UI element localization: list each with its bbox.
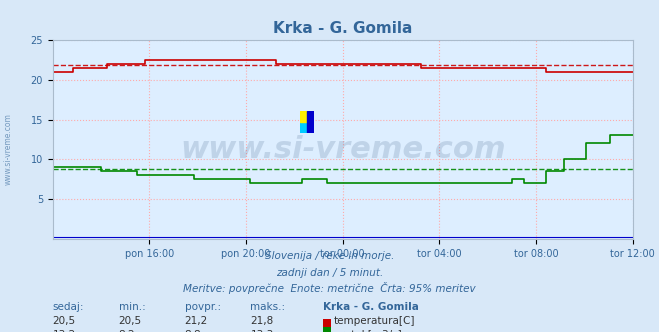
- Text: sedaj:: sedaj:: [53, 302, 84, 312]
- Text: maks.:: maks.:: [250, 302, 285, 312]
- Text: www.si-vreme.com: www.si-vreme.com: [3, 114, 13, 185]
- Bar: [307, 111, 314, 133]
- Text: 21,8: 21,8: [250, 316, 273, 326]
- Bar: [300, 122, 307, 133]
- Text: povpr.:: povpr.:: [185, 302, 221, 312]
- Text: Krka - G. Gomila: Krka - G. Gomila: [323, 302, 418, 312]
- Text: Meritve: povprečne  Enote: metrične  Črta: 95% meritev: Meritve: povprečne Enote: metrične Črta:…: [183, 282, 476, 294]
- Text: 8,2: 8,2: [119, 330, 135, 332]
- Text: 13,3: 13,3: [250, 330, 273, 332]
- Text: 20,5: 20,5: [119, 316, 142, 326]
- Text: temperatura[C]: temperatura[C]: [334, 316, 416, 326]
- Text: 13,2: 13,2: [53, 330, 76, 332]
- Text: 20,5: 20,5: [53, 316, 76, 326]
- Text: 21,2: 21,2: [185, 316, 208, 326]
- Text: pretok[m3/s]: pretok[m3/s]: [334, 330, 402, 332]
- Text: zadnji dan / 5 minut.: zadnji dan / 5 minut.: [276, 268, 383, 278]
- Text: 8,8: 8,8: [185, 330, 201, 332]
- Text: min.:: min.:: [119, 302, 146, 312]
- Title: Krka - G. Gomila: Krka - G. Gomila: [273, 21, 413, 36]
- Bar: [300, 111, 307, 122]
- Text: www.si-vreme.com: www.si-vreme.com: [180, 135, 505, 164]
- Text: Slovenija / reke in morje.: Slovenija / reke in morje.: [265, 251, 394, 261]
